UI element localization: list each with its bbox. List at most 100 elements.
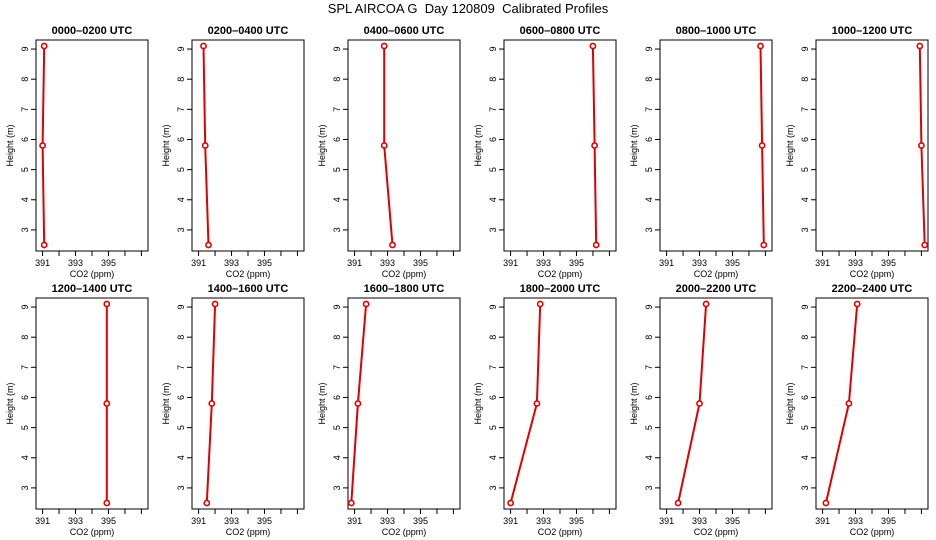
- plot-frame: [659, 39, 773, 252]
- y-tick-label: 7: [332, 365, 342, 370]
- chart-title: 1400–1600 UTC: [208, 283, 289, 295]
- x-axis-label: CO2 (ppm): [538, 269, 583, 279]
- y-tick-label: 3: [488, 485, 498, 490]
- chart-title: 0000–0200 UTC: [52, 25, 133, 37]
- x-tick-label: 391: [35, 516, 50, 526]
- chart-panel: 1800–2000 UTC 391 393 395 3 4 5 6 7 8 9 CO2 (ppm) He…: [473, 283, 617, 537]
- chart-panel: 1200–1400 UTC 391 393 395 3 4 5 6 7 8 9 CO2 (ppm) He…: [5, 283, 149, 537]
- y-axis-label: Height (m): [5, 124, 15, 166]
- x-tick-label: 395: [413, 516, 428, 526]
- chart-title: 1200–1400 UTC: [52, 283, 133, 295]
- chart-title: 0400–0600 UTC: [364, 25, 445, 37]
- y-axis-label: Height (m): [629, 382, 639, 424]
- x-axis-label: CO2 (ppm): [382, 269, 427, 279]
- y-tick-label: 5: [332, 425, 342, 430]
- y-tick-label: 6: [644, 137, 654, 142]
- y-tick-label: 3: [488, 227, 498, 232]
- y-tick-label: 8: [332, 77, 342, 82]
- data-point: [201, 142, 209, 149]
- x-tick-label: 391: [503, 258, 518, 268]
- y-tick-label: 5: [644, 167, 654, 172]
- y-tick-label: 7: [488, 365, 498, 370]
- y-tick-label: 5: [176, 167, 186, 172]
- y-tick-label: 5: [332, 167, 342, 172]
- y-tick-label: 8: [488, 335, 498, 340]
- x-axis-label: CO2 (ppm): [70, 527, 115, 537]
- y-axis-label: Height (m): [317, 124, 327, 166]
- data-point: [200, 42, 207, 50]
- data-point: [40, 42, 48, 50]
- data-point: [347, 499, 355, 507]
- y-tick-label: 7: [644, 365, 654, 370]
- profile-line: [824, 303, 859, 504]
- y-tick-label: 3: [644, 227, 654, 232]
- x-tick-label: 393: [68, 516, 83, 526]
- chart-title: 0600–0800 UTC: [520, 25, 601, 37]
- y-tick-label: 3: [644, 485, 654, 490]
- data-point: [822, 499, 830, 507]
- data-point: [757, 42, 764, 50]
- y-tick-label: 9: [800, 47, 810, 52]
- y-axis-label: Height (m): [5, 382, 15, 424]
- data-point: [362, 300, 370, 308]
- chart-panel: 2000–2200 UTC 391 393 395 3 4 5 6 7 8 9 CO2 (ppm) He…: [629, 283, 773, 537]
- x-tick-label: 393: [224, 516, 239, 526]
- y-tick-label: 8: [800, 335, 810, 340]
- data-point: [760, 241, 768, 249]
- chart-panel: 1400–1600 UTC 391 393 395 3 4 5 6 7 8 9 CO2 (ppm) He…: [161, 283, 305, 537]
- y-tick-label: 8: [176, 77, 186, 82]
- y-tick-label: 9: [488, 47, 498, 52]
- y-tick-label: 6: [332, 137, 342, 142]
- x-tick-label: 393: [380, 516, 395, 526]
- x-tick-label: 395: [881, 516, 896, 526]
- data-point: [103, 400, 111, 407]
- plot-frame: [503, 39, 617, 252]
- y-tick-label: 8: [20, 335, 30, 340]
- data-point: [592, 241, 600, 249]
- x-tick-label: 391: [347, 258, 362, 268]
- x-axis-label: CO2 (ppm): [694, 269, 739, 279]
- x-axis-label: CO2 (ppm): [538, 527, 583, 537]
- x-tick-label: 393: [692, 258, 707, 268]
- y-tick-label: 3: [800, 227, 810, 232]
- data-point: [507, 499, 514, 507]
- x-tick-label: 391: [191, 258, 206, 268]
- chart-panel: 0600–0800 UTC 391 393 395 3 4 5 6 7 8 9 CO2 (ppm) He…: [473, 25, 617, 279]
- data-point: [354, 400, 362, 407]
- y-tick-label: 6: [176, 137, 186, 142]
- y-tick-label: 5: [800, 167, 810, 172]
- y-tick-label: 4: [176, 455, 186, 460]
- data-point: [758, 142, 766, 149]
- y-tick-label: 7: [800, 365, 810, 370]
- chart-panel: 1000–1200 UTC 391 393 395 3 4 5 6 7 8 9 CO2 (ppm) He…: [785, 25, 929, 279]
- y-tick-label: 7: [176, 107, 186, 112]
- x-axis-label: CO2 (ppm): [382, 527, 427, 537]
- y-tick-label: 5: [488, 167, 498, 172]
- data-point: [696, 400, 703, 407]
- y-tick-label: 8: [20, 77, 30, 82]
- plot-frame: [35, 297, 149, 510]
- chart-title: 1600–1800 UTC: [364, 283, 445, 295]
- x-tick-label: 395: [101, 258, 116, 268]
- y-tick-label: 3: [20, 485, 30, 490]
- x-tick-label: 391: [347, 516, 362, 526]
- chart-panel: 0400–0600 UTC 391 393 395 3 4 5 6 7 8 9 CO2 (ppm) He…: [317, 25, 461, 279]
- data-point: [380, 142, 388, 149]
- plot-frame: [347, 39, 461, 252]
- x-tick-label: 391: [191, 516, 206, 526]
- data-point: [103, 300, 111, 308]
- y-tick-label: 7: [20, 365, 30, 370]
- data-point: [845, 400, 853, 407]
- chart-panel: 0000–0200 UTC 391 393 395 3 4 5 6 7 8 9 CO2 (ppm) He…: [5, 25, 149, 279]
- y-tick-label: 9: [20, 305, 30, 310]
- x-tick-label: 391: [659, 516, 674, 526]
- data-point: [921, 241, 929, 249]
- x-axis-label: CO2 (ppm): [226, 269, 271, 279]
- x-tick-label: 395: [569, 258, 584, 268]
- data-point: [211, 300, 219, 308]
- plot-frame: [191, 39, 305, 252]
- plot-frame: [659, 297, 773, 510]
- y-axis-label: Height (m): [785, 124, 795, 166]
- data-point: [853, 300, 861, 308]
